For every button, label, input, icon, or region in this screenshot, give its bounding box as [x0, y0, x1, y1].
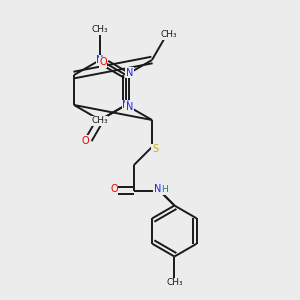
Text: CH₃: CH₃: [161, 30, 178, 39]
Text: N: N: [96, 55, 104, 65]
Text: N: N: [154, 184, 161, 194]
Text: S: S: [152, 144, 158, 154]
Text: O: O: [81, 136, 89, 146]
Text: N: N: [126, 68, 133, 78]
Text: CH₃: CH₃: [166, 278, 183, 287]
Text: N: N: [122, 100, 130, 110]
Text: N: N: [126, 102, 133, 112]
Text: O: O: [99, 57, 107, 67]
Text: CH₃: CH₃: [92, 26, 108, 34]
Text: CH₃: CH₃: [91, 116, 108, 125]
Text: O: O: [110, 184, 118, 194]
Text: H: H: [161, 185, 168, 194]
